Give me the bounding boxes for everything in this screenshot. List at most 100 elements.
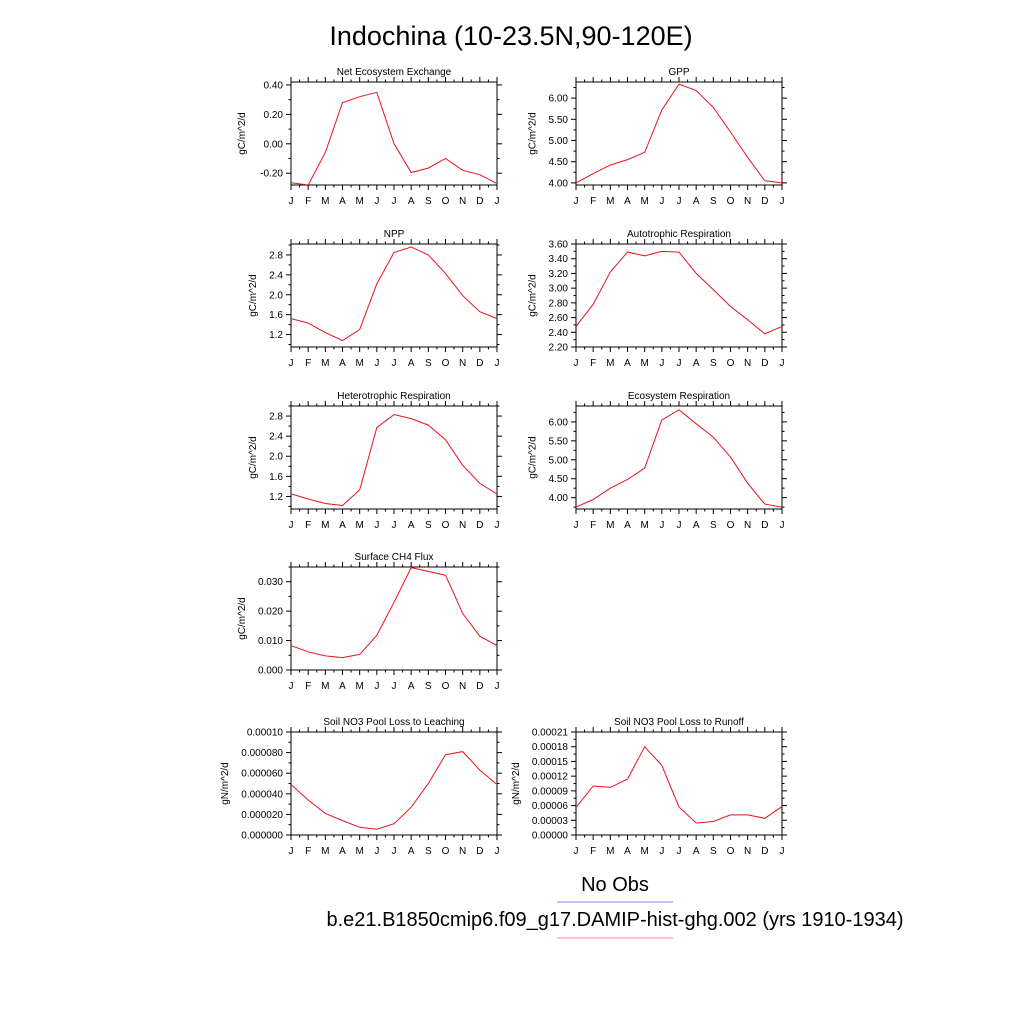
x-tick-label: M (640, 846, 648, 857)
x-tick-label: F (305, 846, 311, 857)
y-axis-label: gC/m^2/d (528, 274, 539, 317)
x-tick-label: D (761, 846, 768, 857)
y-tick-label: 0.010 (258, 636, 283, 647)
x-tick-label: D (476, 846, 483, 857)
y-tick-label: 2.0 (269, 290, 283, 301)
x-tick-label: O (727, 196, 735, 207)
x-tick-label: M (355, 681, 363, 692)
y-axis-label: gC/m^2/d (248, 436, 259, 479)
x-tick-label: D (476, 358, 483, 369)
y-tick-label: 2.80 (549, 298, 569, 309)
panel-title: GPP (668, 67, 689, 78)
x-tick-label: M (640, 358, 648, 369)
y-tick-label: 0.00012 (532, 772, 569, 783)
x-tick-label: J (495, 196, 500, 207)
x-tick-label: A (408, 846, 415, 857)
x-tick-label: J (495, 358, 500, 369)
x-tick-label: N (459, 196, 466, 207)
x-tick-label: M (321, 358, 329, 369)
x-tick-label: M (640, 196, 648, 207)
x-tick-label: D (761, 520, 768, 531)
x-tick-label: J (374, 520, 379, 531)
y-tick-label: 0.000000 (241, 831, 283, 842)
x-tick-label: A (339, 520, 346, 531)
x-tick-label: O (442, 358, 450, 369)
y-tick-label: 0.00003 (532, 816, 569, 827)
plot-frame (575, 81, 783, 186)
x-tick-label: J (289, 520, 294, 531)
y-tick-label: 0.00018 (532, 742, 569, 753)
x-tick-label: J (392, 520, 397, 531)
x-tick-label: M (321, 520, 329, 531)
x-tick-label: A (693, 358, 700, 369)
x-tick-label: D (476, 681, 483, 692)
y-tick-label: 0.00021 (532, 728, 569, 739)
x-tick-label: D (761, 196, 768, 207)
y-tick-label: 0.20 (264, 110, 284, 121)
y-tick-label: 2.4 (269, 432, 283, 443)
x-tick-label: J (392, 358, 397, 369)
plot-frame (290, 243, 498, 348)
x-tick-label: J (574, 196, 579, 207)
series-line (576, 409, 782, 508)
x-tick-label: J (659, 846, 664, 857)
x-tick-label: A (624, 846, 631, 857)
y-tick-label: 3.00 (549, 284, 569, 295)
x-tick-label: D (476, 196, 483, 207)
y-axis-label: gN/m^2/d (220, 762, 231, 805)
x-tick-label: M (321, 846, 329, 857)
x-tick-label: J (374, 681, 379, 692)
y-tick-label: 5.00 (549, 136, 569, 147)
x-tick-label: J (495, 681, 500, 692)
x-tick-label: S (425, 358, 432, 369)
y-tick-label: 4.50 (549, 474, 569, 485)
x-tick-label: N (744, 358, 751, 369)
x-tick-label: J (289, 196, 294, 207)
x-tick-label: F (590, 846, 596, 857)
x-tick-label: A (693, 520, 700, 531)
x-tick-label: J (495, 520, 500, 531)
x-tick-label: A (408, 196, 415, 207)
x-tick-label: J (780, 846, 785, 857)
plot-frame (290, 731, 498, 836)
panel-title: Soil NO3 Pool Loss to Leaching (323, 717, 464, 728)
panel-title: Net Ecosystem Exchange (337, 67, 452, 78)
x-tick-label: J (677, 846, 682, 857)
y-tick-label: 2.20 (549, 343, 569, 354)
x-tick-label: J (392, 196, 397, 207)
x-tick-label: J (289, 681, 294, 692)
y-tick-label: 3.60 (549, 240, 569, 251)
x-tick-label: A (339, 681, 346, 692)
x-tick-label: J (574, 520, 579, 531)
legend: No Obs b.e21.B1850cmip6.f09_g17.DAMIP-hi… (326, 874, 904, 939)
x-tick-label: J (374, 846, 379, 857)
x-tick-label: S (710, 358, 717, 369)
x-tick-label: D (761, 358, 768, 369)
x-tick-label: J (289, 358, 294, 369)
y-tick-label: 5.50 (549, 115, 569, 126)
y-tick-label: 0.000020 (241, 810, 283, 821)
x-tick-label: N (744, 846, 751, 857)
y-tick-label: 6.00 (549, 417, 569, 428)
plot-frame (575, 731, 783, 836)
x-tick-label: F (590, 196, 596, 207)
y-tick-label: 0.000080 (241, 748, 283, 759)
y-tick-label: 2.40 (549, 328, 569, 339)
y-tick-label: 0.00010 (247, 728, 284, 739)
x-tick-label: A (339, 846, 346, 857)
y-tick-label: 0.00009 (532, 786, 569, 797)
x-tick-label: M (355, 196, 363, 207)
y-tick-label: 2.8 (269, 250, 283, 261)
y-axis-label: gC/m^2/d (528, 112, 539, 155)
y-tick-label: 0.000 (258, 666, 283, 677)
x-tick-label: M (640, 520, 648, 531)
x-tick-label: S (710, 846, 717, 857)
x-tick-label: J (659, 358, 664, 369)
x-tick-label: M (355, 358, 363, 369)
y-tick-label: 0.00000 (532, 831, 569, 842)
